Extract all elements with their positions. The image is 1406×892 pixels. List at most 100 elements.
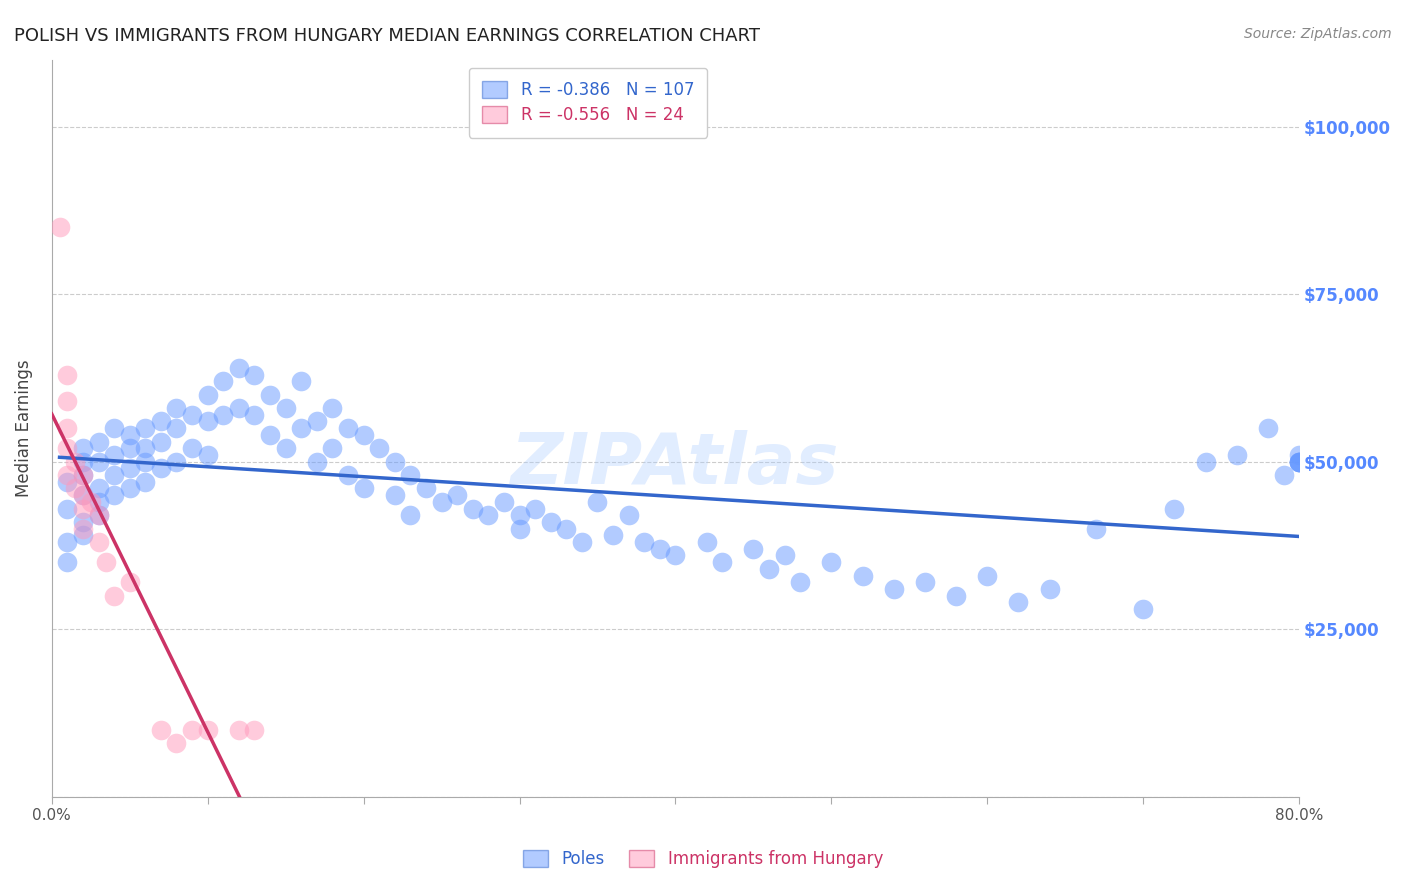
Point [461, 501, 484, 516]
Point [72, 488, 94, 502]
Point [228, 401, 250, 415]
Point [72, 515, 94, 529]
Point [228, 360, 250, 375]
Point [1194, 455, 1216, 469]
Point [477, 508, 499, 523]
Text: ZIPAtlas: ZIPAtlas [512, 431, 839, 500]
Point [166, 455, 188, 469]
Point [212, 374, 235, 388]
Point [446, 488, 468, 502]
Point [72, 455, 94, 469]
Point [56, 475, 79, 489]
Point [197, 414, 219, 428]
Point [259, 387, 281, 401]
Point [789, 575, 811, 590]
Point [1226, 448, 1249, 462]
Legend: R = -0.386   N = 107, R = -0.556   N = 24: R = -0.386 N = 107, R = -0.556 N = 24 [468, 68, 707, 137]
Point [118, 427, 141, 442]
Point [181, 723, 204, 737]
Point [63, 482, 86, 496]
Point [56, 442, 79, 456]
Point [197, 448, 219, 462]
Point [742, 541, 765, 556]
Point [103, 488, 125, 502]
Point [1085, 522, 1108, 536]
Point [87, 508, 110, 523]
Point [149, 414, 172, 428]
Point [56, 501, 79, 516]
Point [134, 475, 156, 489]
Point [633, 535, 655, 549]
Point [353, 482, 375, 496]
Point [87, 455, 110, 469]
Point [243, 723, 266, 737]
Point [586, 495, 609, 509]
Point [259, 427, 281, 442]
Point [1163, 501, 1185, 516]
Point [212, 408, 235, 422]
Point [509, 508, 531, 523]
Point [758, 562, 780, 576]
Point [96, 555, 118, 569]
Point [353, 427, 375, 442]
Point [384, 455, 406, 469]
Point [243, 368, 266, 382]
Point [197, 723, 219, 737]
Point [243, 408, 266, 422]
Point [1039, 582, 1062, 596]
Point [80, 495, 103, 509]
Point [305, 414, 328, 428]
Point [820, 555, 842, 569]
Point [72, 468, 94, 483]
Point [540, 515, 562, 529]
Point [72, 528, 94, 542]
Point [664, 549, 686, 563]
Point [166, 736, 188, 750]
Point [602, 528, 624, 542]
Point [1288, 455, 1310, 469]
Point [118, 461, 141, 475]
Point [1007, 595, 1029, 609]
Point [63, 455, 86, 469]
Text: Source: ZipAtlas.com: Source: ZipAtlas.com [1244, 27, 1392, 41]
Point [1288, 455, 1310, 469]
Point [149, 723, 172, 737]
Point [337, 421, 360, 435]
Point [773, 549, 796, 563]
Point [72, 442, 94, 456]
Point [197, 387, 219, 401]
Legend: Poles, Immigrants from Hungary: Poles, Immigrants from Hungary [516, 843, 890, 875]
Point [696, 535, 718, 549]
Point [149, 434, 172, 449]
Point [103, 448, 125, 462]
Point [87, 495, 110, 509]
Point [851, 568, 873, 582]
Point [103, 589, 125, 603]
Point [274, 442, 297, 456]
Point [87, 508, 110, 523]
Point [1132, 602, 1154, 616]
Point [883, 582, 905, 596]
Point [134, 442, 156, 456]
Point [321, 442, 343, 456]
Point [321, 401, 343, 415]
Point [711, 555, 734, 569]
Point [118, 575, 141, 590]
Point [87, 434, 110, 449]
Point [56, 468, 79, 483]
Point [524, 501, 547, 516]
Point [87, 482, 110, 496]
Point [181, 408, 204, 422]
Point [118, 442, 141, 456]
Point [134, 455, 156, 469]
Point [72, 501, 94, 516]
Point [56, 555, 79, 569]
Y-axis label: Median Earnings: Median Earnings [15, 359, 32, 497]
Point [1257, 421, 1279, 435]
Point [555, 522, 578, 536]
Point [87, 535, 110, 549]
Point [509, 522, 531, 536]
Point [290, 421, 312, 435]
Point [368, 442, 391, 456]
Point [56, 535, 79, 549]
